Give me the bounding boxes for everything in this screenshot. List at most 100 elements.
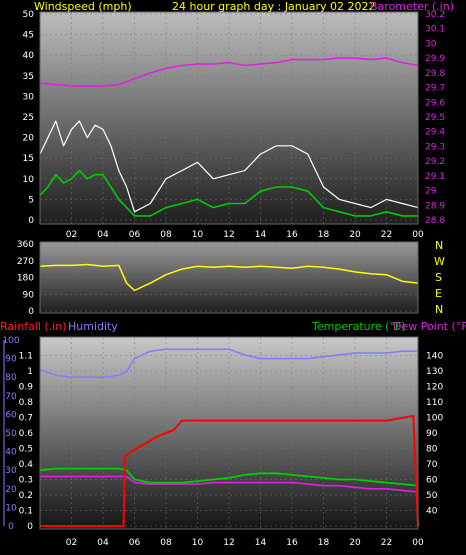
rainfall-line (40, 414, 419, 527)
barometer-axis-tick: 29.8 (425, 69, 445, 79)
wind-axis-tick: 30 (23, 92, 35, 102)
barometer-axis-tick: 29.1 (425, 172, 445, 182)
humidity-axis-tick: 40 (5, 448, 17, 458)
wind-x-tick: 00 (412, 230, 424, 240)
wind-x-tick: 22 (381, 230, 392, 240)
humidity-axis-tick: 10 (5, 503, 17, 513)
temperature-axis-tick: 100 (426, 414, 443, 424)
direction-axis-tick: 360 (17, 240, 34, 250)
temperature-axis-tick: 90 (426, 429, 438, 439)
temperature-axis-tick: 140 (426, 352, 443, 362)
direction-axis-tick: 90 (23, 290, 35, 300)
dewpoint-label: Dew Point (°F) (393, 320, 466, 333)
barometer-axis-tick: 30.1 (425, 25, 445, 35)
barometer-axis-tick: 29.6 (425, 98, 445, 108)
wind-direction-line (39, 263, 419, 292)
temperature-axis-tick: 120 (426, 383, 443, 393)
wind-axis-tick: 40 (23, 51, 35, 61)
barometer-axis-tick: 28.9 (425, 201, 445, 211)
wind-axis-tick: 20 (23, 134, 35, 144)
wind-x-tick: 16 (286, 230, 298, 240)
rain-x-tick: 10 (192, 538, 204, 548)
grid-lines (3, 12, 419, 529)
temperature-axis-tick: 50 (426, 491, 438, 501)
data-series (39, 57, 419, 527)
rain-panel-border (39, 336, 419, 530)
temperature-axis-tick: 110 (426, 398, 443, 408)
chart-title: 24 hour graph day : January 02 2022 (172, 0, 376, 13)
wind-gust-line (39, 120, 419, 213)
barometer-axis-tick: 29.3 (425, 142, 445, 152)
rain-axis-tick: 0.1 (19, 507, 33, 517)
wind-axis-tick: 10 (23, 175, 35, 185)
temperature-label: Temperature (°F) (311, 320, 406, 333)
wind-average-line (39, 169, 418, 217)
humidity-axis-tick: 90 (5, 355, 17, 365)
rain-x-tick: 02 (66, 538, 77, 548)
wind-panel-border (39, 11, 419, 225)
humidity-line (39, 348, 418, 379)
barometer-axis-tick: 30 (425, 39, 437, 49)
barometer-axis-tick: 28.8 (425, 216, 445, 226)
direction-panel-border (39, 241, 419, 314)
temperature-axis-tick: 80 (426, 445, 438, 455)
rain-x-tick: 00 (412, 538, 424, 548)
tick-labels: 0510152025303540455028.828.92929.129.229… (2, 10, 445, 548)
wind-x-tick: 06 (129, 230, 141, 240)
wind-axis-tick: 25 (23, 113, 34, 123)
temperature-axis-tick: 130 (426, 367, 443, 377)
temperature-axis-tick: 40 (426, 507, 438, 517)
wind-x-tick: 18 (318, 230, 330, 240)
barometer-axis-tick: 29.5 (425, 113, 445, 123)
barometer-axis-tick: 29.9 (425, 54, 445, 64)
wind-axis-tick: 15 (23, 154, 34, 164)
barometer-axis-tick: 29.2 (425, 157, 445, 167)
rain-axis-tick: 0.9 (19, 383, 34, 393)
wind-axis-tick: 35 (23, 72, 34, 82)
barometer-axis-tick: 30.2 (425, 10, 445, 20)
rain-axis-tick: 0 (27, 522, 33, 532)
humidity-axis-tick: 80 (5, 373, 17, 383)
rain-axis-tick: 0.3 (19, 476, 33, 486)
humidity-axis-tick: 20 (5, 485, 17, 495)
rain-axis-tick: 0.4 (19, 460, 34, 470)
temperature-line (39, 467, 419, 487)
rain-x-tick: 08 (160, 538, 172, 548)
barometer-axis-tick: 29.4 (425, 128, 445, 138)
wind-x-tick: 14 (255, 230, 267, 240)
humidity-axis-tick: 60 (5, 410, 17, 420)
barometer-label: Barometer (.in) (370, 0, 454, 13)
dewpoint-line (40, 475, 419, 493)
rain-x-tick: 06 (129, 538, 141, 548)
rain-x-tick: 18 (318, 538, 330, 548)
rain-x-tick: 04 (97, 538, 109, 548)
compass-n-bottom: N (435, 303, 443, 316)
wind-x-tick: 08 (160, 230, 172, 240)
wind-axis-tick: 5 (28, 195, 34, 205)
compass-n-top: N (435, 239, 443, 252)
rain-x-tick: 14 (255, 538, 267, 548)
windspeed-label: Windspeed (mph) (34, 0, 132, 13)
compass-w: W (434, 255, 445, 268)
humidity-axis-tick: 30 (5, 466, 17, 476)
direction-axis-tick: 270 (17, 257, 34, 267)
temperature-axis-tick: 60 (426, 476, 438, 486)
humidity-axis-tick: 0 (8, 522, 14, 532)
wind-axis-tick: 0 (28, 216, 34, 226)
temperature-axis-tick: 70 (426, 460, 438, 470)
rain-axis-tick: 0.6 (19, 429, 34, 439)
barometer-axis-tick: 29.7 (425, 84, 445, 94)
barometer-axis-tick: 29 (425, 187, 437, 197)
compass-e: E (435, 287, 442, 300)
humidity-axis-tick: 100 (2, 336, 19, 346)
rainfall-label: Rainfall (.in) (0, 320, 67, 333)
rain-axis-tick: 1 (27, 367, 33, 377)
rain-axis-tick: 1.1 (19, 352, 33, 362)
wind-x-tick: 20 (349, 230, 361, 240)
rain-x-tick: 22 (381, 538, 392, 548)
rain-axis-tick: 0.2 (19, 491, 33, 501)
wind-x-tick: 02 (66, 230, 77, 240)
rain-x-tick: 16 (286, 538, 298, 548)
rain-x-tick: 12 (223, 538, 234, 548)
